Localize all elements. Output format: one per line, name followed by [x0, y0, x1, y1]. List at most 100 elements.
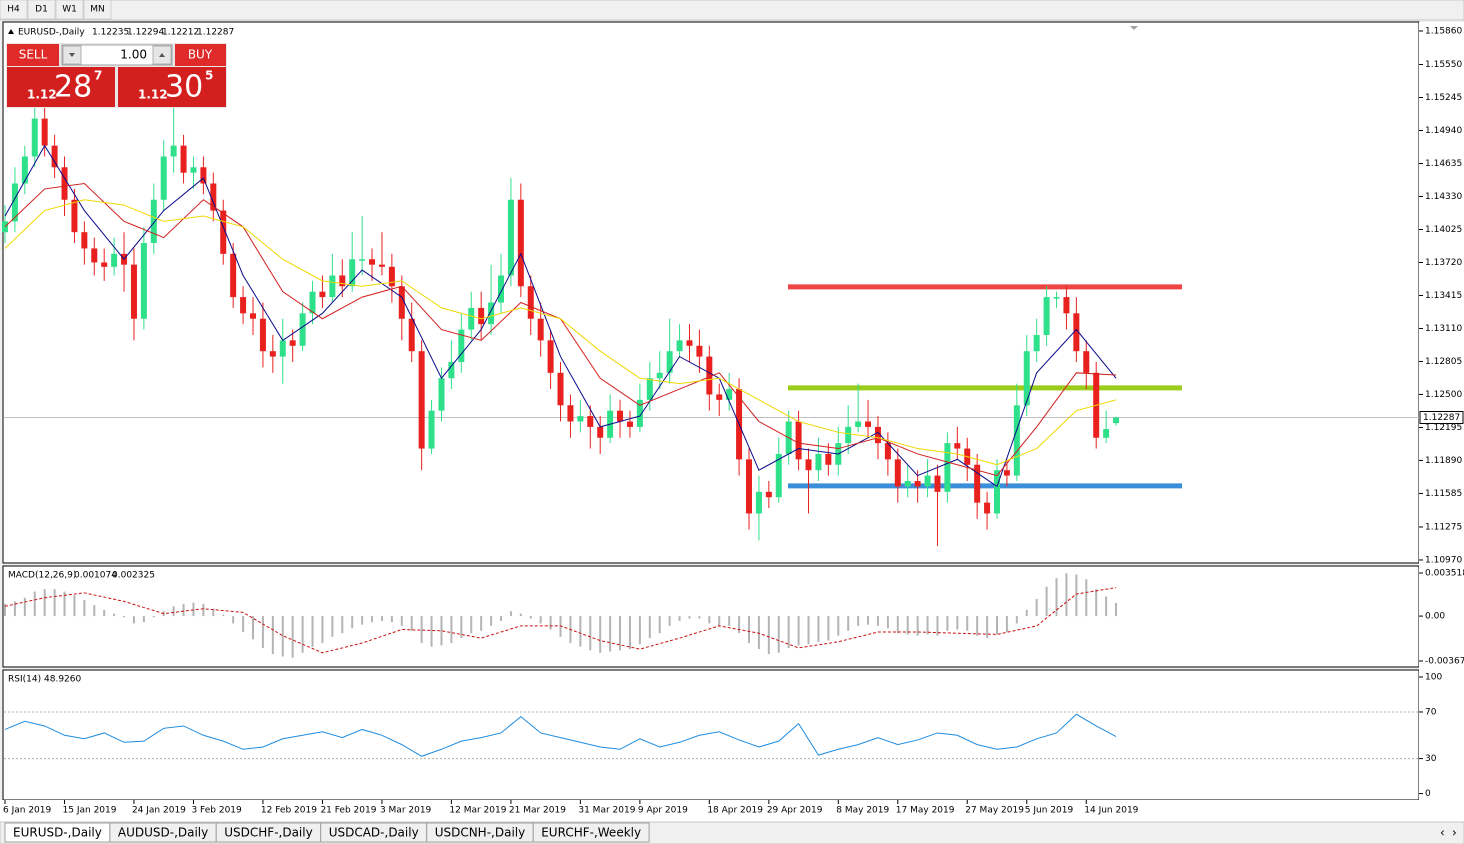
x-tick-label: 24 Jan 2019	[132, 806, 186, 816]
timeframe-button[interactable]	[0, 0, 28, 20]
timeframe-label[interactable]: MN	[90, 5, 105, 15]
pips: 30	[165, 70, 203, 105]
timeframe-button[interactable]	[27, 0, 56, 20]
macd-bar	[490, 616, 493, 626]
sell-button[interactable]	[7, 44, 59, 66]
macd-bar	[628, 616, 631, 650]
macd-bar	[23, 597, 26, 617]
candle-body	[696, 345, 703, 357]
macd-bar	[976, 616, 979, 636]
chart-tab-label[interactable]: EURCHF-,Weekly	[541, 826, 641, 840]
macd-bar	[321, 616, 324, 644]
macd-signal	[4, 587, 1117, 654]
timeframe-label[interactable]: W1	[62, 5, 77, 15]
timeframe-label[interactable]: D1	[35, 5, 48, 15]
macd-bar	[123, 616, 126, 618]
chart-tab-label[interactable]: EURUSD-,Daily	[13, 826, 102, 840]
macd-bar	[658, 616, 661, 634]
tab-scroll-right[interactable]: ›	[1452, 826, 1457, 840]
time-axis	[0, 800, 1464, 822]
macd-bar	[1095, 589, 1098, 617]
macd-bar	[351, 616, 354, 629]
x-tick-label: 27 May 2019	[965, 806, 1024, 816]
macd-bar	[53, 589, 56, 617]
macd-bar	[242, 616, 245, 632]
candle-body	[507, 199, 514, 276]
candle-body	[21, 156, 28, 184]
candle-body	[180, 145, 187, 173]
macd-bar	[232, 616, 235, 624]
x-tick-label: 12 Feb 2019	[261, 806, 317, 816]
macd-bar	[281, 616, 284, 657]
y-tick-label: 30	[1425, 754, 1437, 764]
y-tick-label: 1.15550	[1425, 60, 1462, 70]
candle-body	[527, 286, 534, 319]
rsi-title: RSI(14)	[8, 675, 41, 685]
macd-bar	[33, 591, 36, 617]
chart-tab[interactable]	[532, 822, 650, 843]
macd-bar	[1005, 616, 1008, 632]
x-tick-label: 14 Jun 2019	[1084, 806, 1138, 816]
candle-body	[775, 453, 782, 498]
candle-body	[230, 253, 237, 298]
macd-bar	[1045, 586, 1048, 617]
macd-bar	[956, 616, 959, 630]
candle-body	[954, 443, 961, 449]
macd-bar	[807, 616, 810, 645]
chart-tab-label[interactable]: AUDUSD-,Daily	[118, 826, 208, 840]
macd-bar	[648, 616, 651, 639]
buy-button[interactable]	[175, 44, 226, 66]
macd-bar	[767, 616, 770, 655]
candle-body	[1083, 351, 1090, 373]
candle-body	[874, 426, 881, 444]
timeframe-button[interactable]	[55, 0, 84, 20]
candle-body	[924, 475, 931, 487]
chart-tab-label[interactable]: USDCAD-,Daily	[329, 826, 419, 840]
x-tick-label: 6 Jan 2019	[3, 806, 51, 816]
timeframe-label[interactable]: H4	[7, 5, 20, 15]
candle-body	[934, 475, 941, 492]
y-tick-label: 1.11585	[1425, 489, 1462, 499]
macd-bar	[817, 616, 820, 642]
sell-label[interactable]: SELL	[19, 48, 48, 62]
candle-body	[250, 313, 256, 319]
candle-body	[904, 481, 911, 487]
buy_price-box[interactable]	[118, 67, 226, 107]
sell_price-box[interactable]	[7, 67, 115, 107]
timeframe-button[interactable]	[83, 0, 112, 20]
lot-up-arrow	[159, 53, 165, 57]
y-tick-label: -0.00367	[1425, 657, 1464, 667]
macd-bar	[916, 616, 919, 636]
price-axis	[1419, 22, 1464, 800]
candle-body	[726, 389, 733, 400]
macd-bar	[132, 616, 135, 624]
candle-body	[488, 302, 495, 325]
price-panel	[2, 21, 1420, 564]
macd-bar	[480, 616, 483, 631]
lot-value[interactable]: 1.00	[120, 48, 147, 62]
macd-bar	[668, 616, 671, 626]
buy-label[interactable]: BUY	[188, 48, 213, 62]
candle-body	[884, 443, 891, 460]
candle-body	[498, 275, 504, 303]
x-tick-label: 9 Apr 2019	[638, 806, 688, 816]
macd-bar	[1065, 573, 1068, 617]
macd-bar	[876, 616, 879, 626]
lot-down-arrow	[69, 53, 75, 57]
macd-bar	[678, 616, 681, 621]
macd-bar	[857, 616, 860, 626]
chart-tab-label[interactable]: USDCHF-,Daily	[224, 826, 312, 840]
y-tick-label: 1.12195	[1425, 423, 1462, 433]
candle-body	[984, 502, 991, 514]
macd-bar	[103, 609, 106, 617]
lot-input[interactable]	[61, 44, 173, 66]
macd-bar	[152, 616, 155, 618]
y-tick-label: 1.10970	[1425, 555, 1462, 565]
x-tick-label: 8 May 2019	[836, 806, 889, 816]
candle-body	[170, 145, 177, 157]
candle-body	[339, 275, 346, 287]
tab-scroll-left[interactable]: ‹	[1440, 826, 1445, 840]
chart-tab-label[interactable]: USDCNH-,Daily	[435, 826, 526, 840]
macd-bar	[718, 616, 721, 626]
